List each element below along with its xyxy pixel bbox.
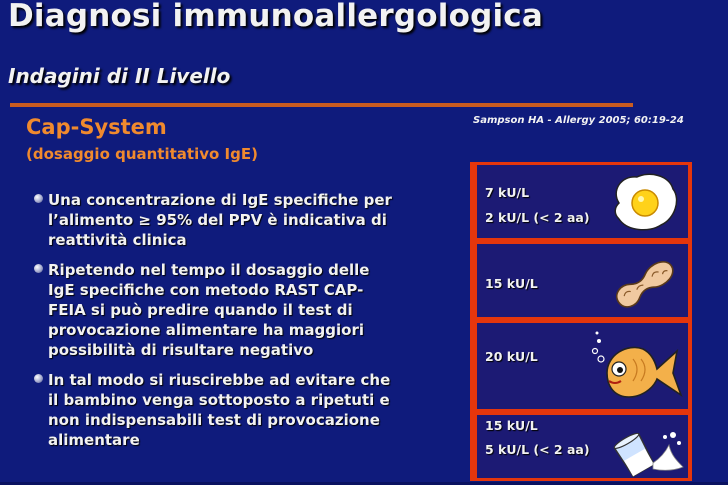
milk-icon xyxy=(613,432,684,477)
peanut-icon xyxy=(616,261,674,308)
milk-threshold-infant-label: 5 kU/L (< 2 aa) xyxy=(485,442,590,457)
egg-threshold-label: 7 kU/L xyxy=(485,185,530,200)
reference-citation: Sampson HA - Allergy 2005; 60:19-24 xyxy=(473,115,684,126)
bullet-dot-icon xyxy=(34,373,43,383)
bullet-dot-icon xyxy=(34,194,43,203)
bullet-text: Ripetendo nel tempo il dosaggio delle Ig… xyxy=(48,260,370,360)
food-panel-egg: 7 kU/L 2 kU/L (< 2 aa) xyxy=(477,165,688,238)
bullet-item: Una concentrazione di IgE specifiche per… xyxy=(30,190,400,251)
cap-system-title: Cap-System xyxy=(26,115,167,139)
bullet-item: Ripetendo nel tempo il dosaggio delle Ig… xyxy=(30,260,400,361)
bottom-strip xyxy=(0,482,728,485)
bullet-text: Una concentrazione di IgE specifiche per… xyxy=(48,191,392,250)
fish-icon xyxy=(591,331,683,398)
food-panel-fish: 20 kU/L xyxy=(477,323,688,409)
peanut-threshold-label: 15 kU/L xyxy=(485,276,538,291)
divider-rule xyxy=(10,103,633,107)
milk-threshold-label: 15 kU/L xyxy=(485,418,538,433)
bullet-dot-icon xyxy=(34,263,43,273)
food-panel-peanut: 15 kU/L xyxy=(477,244,688,317)
slide-subtitle: Indagini di II Livello xyxy=(8,64,231,88)
slide-title: Diagnosi immunoallergologica xyxy=(8,0,543,34)
bullet-list: Una concentrazione di IgE specifiche per… xyxy=(30,190,400,459)
bullet-item: In tal modo si riuscirebbe ad evitare ch… xyxy=(30,370,400,451)
bullet-text: In tal modo si riuscirebbe ad evitare ch… xyxy=(48,370,391,450)
cap-system-subtitle: (dosaggio quantitativo IgE) xyxy=(26,145,258,163)
egg-icon xyxy=(614,173,678,231)
fish-threshold-label: 20 kU/L xyxy=(485,349,538,364)
egg-threshold-infant-label: 2 kU/L (< 2 aa) xyxy=(485,210,590,225)
food-panel-milk: 15 kU/L 5 kU/L (< 2 aa) xyxy=(477,415,688,478)
